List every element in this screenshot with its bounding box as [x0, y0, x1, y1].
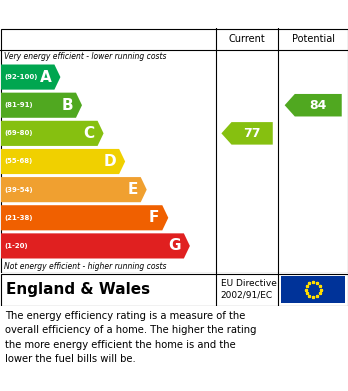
Polygon shape	[1, 205, 168, 230]
Polygon shape	[1, 233, 190, 258]
Text: (92-100): (92-100)	[4, 74, 37, 80]
Text: A: A	[40, 70, 52, 84]
Text: 84: 84	[309, 99, 326, 112]
Text: Current: Current	[229, 34, 266, 44]
Text: EU Directive
2002/91/EC: EU Directive 2002/91/EC	[221, 280, 277, 300]
Text: (81-91): (81-91)	[4, 102, 33, 108]
Polygon shape	[221, 122, 273, 145]
Text: (21-38): (21-38)	[4, 215, 32, 221]
Text: England & Wales: England & Wales	[6, 282, 150, 297]
Polygon shape	[1, 149, 125, 174]
Text: (55-68): (55-68)	[4, 158, 32, 165]
Text: 77: 77	[244, 127, 261, 140]
Text: (1-20): (1-20)	[4, 243, 27, 249]
Text: G: G	[168, 239, 181, 253]
Text: Not energy efficient - higher running costs: Not energy efficient - higher running co…	[4, 262, 166, 271]
Text: C: C	[84, 126, 95, 141]
Text: (69-80): (69-80)	[4, 130, 32, 136]
Polygon shape	[1, 65, 61, 90]
Text: Potential: Potential	[292, 34, 335, 44]
Text: Energy Efficiency Rating: Energy Efficiency Rating	[8, 7, 218, 22]
Text: The energy efficiency rating is a measure of the
overall efficiency of a home. T: The energy efficiency rating is a measur…	[5, 311, 256, 364]
Polygon shape	[1, 177, 147, 202]
Polygon shape	[285, 94, 342, 117]
Text: E: E	[127, 182, 138, 197]
Polygon shape	[1, 121, 104, 146]
Text: D: D	[103, 154, 116, 169]
Polygon shape	[1, 93, 82, 118]
Text: F: F	[149, 210, 159, 225]
Bar	[282, 276, 345, 303]
Text: (39-54): (39-54)	[4, 187, 33, 193]
Text: B: B	[61, 98, 73, 113]
Text: Very energy efficient - lower running costs: Very energy efficient - lower running co…	[4, 52, 166, 61]
